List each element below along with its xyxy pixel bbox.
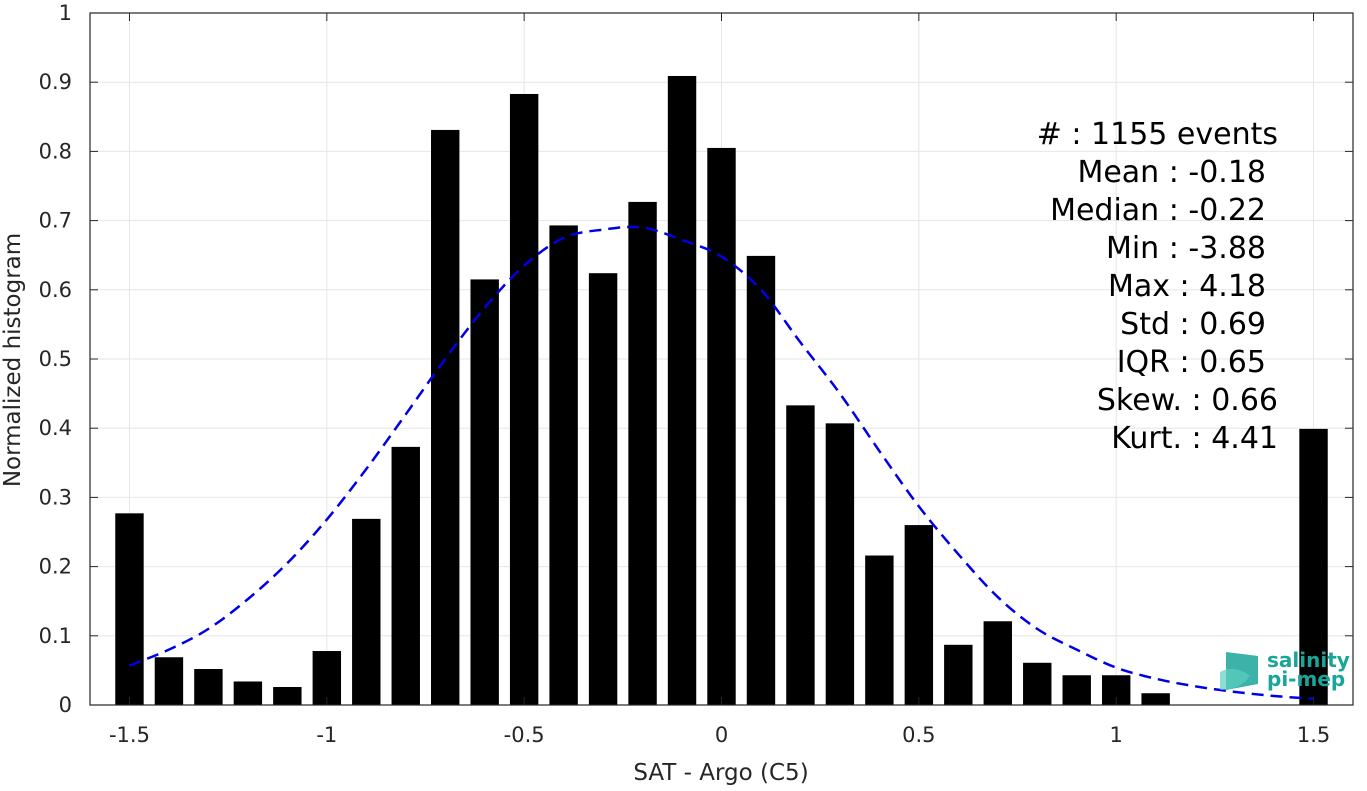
x-tick-label: 0.5 [902,723,935,747]
histogram-bar [588,273,618,705]
y-tick-label: 0.7 [39,209,72,233]
histogram-bar [431,129,460,705]
y-tick-label: 0 [59,693,72,717]
stat-line: Skew. : 0.66 [1097,383,1278,418]
histogram-bar [746,255,776,705]
histogram-bar [786,405,815,705]
histogram-bar [904,525,934,705]
y-tick-label: 0.3 [39,485,72,509]
logo-mark-icon [1220,652,1258,690]
y-axis-label: Normalized histogram [0,233,26,487]
y-tick-label: 0.5 [39,347,72,371]
stat-line: Max : 4.18 [1108,269,1266,304]
histogram-bar [707,147,736,705]
histogram-bar [273,687,302,705]
x-tick-label: 1 [1110,723,1123,747]
histogram-bar [1141,693,1170,705]
histogram-bar [1299,428,1328,705]
histogram-bar [233,681,263,705]
stat-line: Median : -0.22 [1050,193,1266,228]
y-tick-label: 0.1 [39,624,72,648]
histogram-bar [1062,675,1091,705]
histogram-bar [470,279,499,705]
salinity-pimep-logo: salinity pi-mep [1220,648,1350,691]
histogram-bar [312,651,342,705]
gaussian-fit [129,225,1314,701]
histogram-bar [391,446,420,705]
histogram-bar [667,75,697,706]
stat-line: Mean : -0.18 [1077,155,1266,190]
y-tick-label: 0.2 [39,555,72,579]
histogram-bars [115,75,1328,706]
y-tick-label: 0.4 [39,416,72,440]
histogram-bar [352,518,381,705]
logo-text-line2: pi-mep [1267,667,1345,691]
logo-text-line1: salinity [1267,648,1350,672]
x-tick-label: 1.5 [1297,723,1330,747]
histogram-bar [944,644,973,705]
stat-line: Min : -3.88 [1106,231,1266,266]
x-tick-label: -0.5 [504,723,545,747]
histogram-bar [983,621,1012,705]
y-tick-label: 0.9 [39,70,72,94]
x-tick-label: -1.5 [109,723,150,747]
histogram-bar [154,657,184,705]
stat-line: Kurt. : 4.41 [1111,421,1278,456]
y-tick-label: 0.6 [39,278,72,302]
histogram-bar [628,201,657,705]
histogram-bar [825,423,855,705]
axes [89,12,1354,706]
tick-labels: -1.5 -1 -0.5 0 0.5 1 1.5 0 0.1 0.2 0.3 0.4 0.5 0.6 0.7… [39,1,1331,747]
x-axis-label: SAT - Argo (C5) [633,760,808,786]
histogram-bar [194,669,223,705]
fit-curve-line [129,225,1314,701]
histogram-bar [865,555,894,705]
histogram-bar [115,513,144,705]
histogram-bar [509,93,539,706]
stat-line: # : 1155 events [1037,117,1278,152]
x-tick-label: -1 [316,723,337,747]
histogram-bar [1023,662,1052,705]
y-tick-label: 1 [59,1,72,25]
y-tick-label: 0.8 [39,139,72,163]
histogram-bar [549,225,578,705]
stat-line: Std : 0.69 [1120,307,1266,342]
x-tick-label: 0 [715,723,728,747]
stat-line: IQR : 0.65 [1117,345,1266,380]
